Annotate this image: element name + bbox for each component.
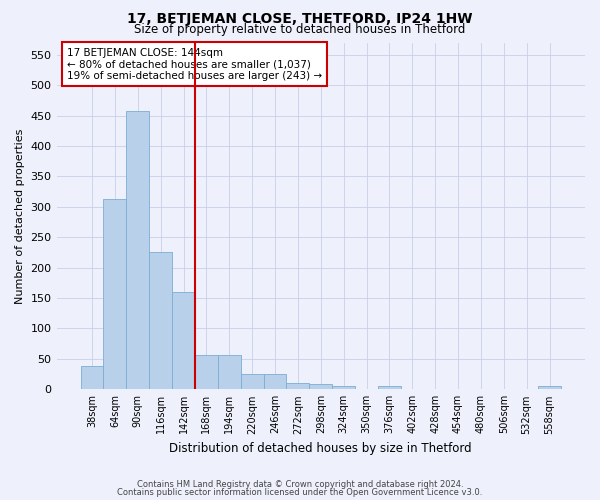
- Bar: [241, 374, 263, 390]
- Bar: [172, 292, 195, 390]
- Text: 17 BETJEMAN CLOSE: 144sqm
← 80% of detached houses are smaller (1,037)
19% of se: 17 BETJEMAN CLOSE: 144sqm ← 80% of detac…: [67, 48, 322, 81]
- Bar: [127, 112, 149, 390]
- Bar: [538, 386, 561, 390]
- Bar: [286, 383, 310, 390]
- Bar: [378, 386, 401, 390]
- Text: 17, BETJEMAN CLOSE, THETFORD, IP24 1HW: 17, BETJEMAN CLOSE, THETFORD, IP24 1HW: [127, 12, 473, 26]
- Text: Contains public sector information licensed under the Open Government Licence v3: Contains public sector information licen…: [118, 488, 482, 497]
- Bar: [332, 386, 355, 390]
- Bar: [218, 354, 241, 390]
- Bar: [103, 200, 127, 390]
- Y-axis label: Number of detached properties: Number of detached properties: [15, 128, 25, 304]
- Bar: [80, 366, 103, 390]
- Bar: [195, 354, 218, 390]
- Text: Size of property relative to detached houses in Thetford: Size of property relative to detached ho…: [134, 22, 466, 36]
- X-axis label: Distribution of detached houses by size in Thetford: Distribution of detached houses by size …: [169, 442, 472, 455]
- Bar: [263, 374, 286, 390]
- Text: Contains HM Land Registry data © Crown copyright and database right 2024.: Contains HM Land Registry data © Crown c…: [137, 480, 463, 489]
- Bar: [310, 384, 332, 390]
- Bar: [149, 252, 172, 390]
